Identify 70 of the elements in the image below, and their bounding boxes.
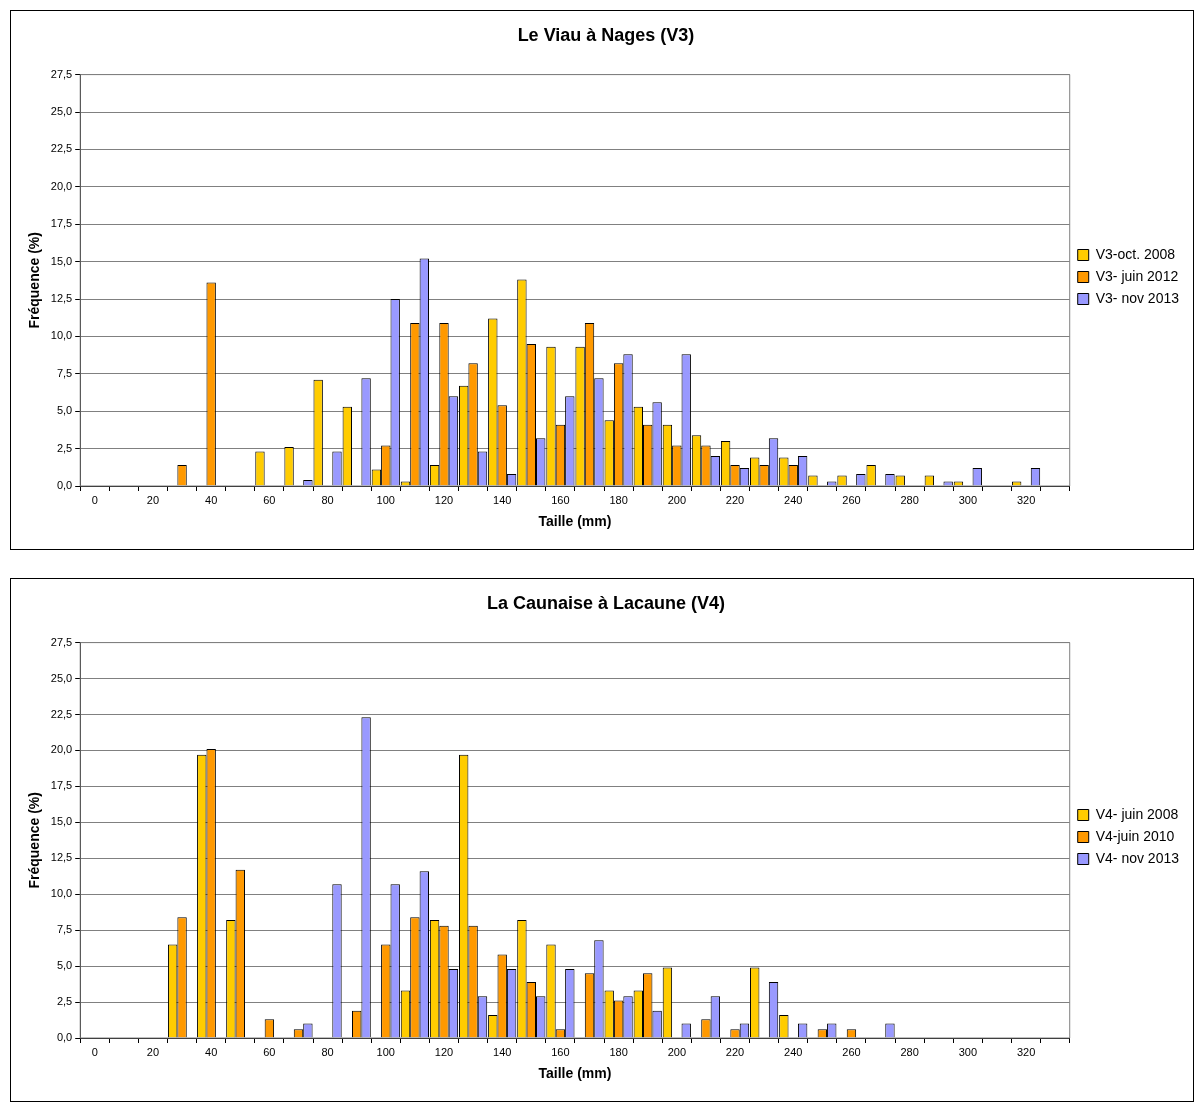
x-tick-label: 240 xyxy=(784,493,803,506)
x-tick-label: 260 xyxy=(842,493,861,506)
y-tick-label: 0,0 xyxy=(56,1031,73,1044)
x-tick-label: 160 xyxy=(551,493,570,506)
y-tick-label: 20,0 xyxy=(50,179,73,192)
x-tick-label: 20 xyxy=(146,1045,160,1058)
legend-label: V3- juin 2012 xyxy=(1095,267,1179,284)
legend-label: V3-oct. 2008 xyxy=(1095,245,1176,262)
y-tick-label: 15,0 xyxy=(50,815,73,828)
x-tick-label: 240 xyxy=(784,1045,803,1058)
x-tick-label: 300 xyxy=(958,493,978,506)
x-tick-label: 0 xyxy=(91,1045,98,1058)
y-tick-label: 5,0 xyxy=(56,959,73,972)
x-tick-label: 80 xyxy=(321,1045,334,1058)
x-tick-label: 180 xyxy=(609,493,628,506)
x-tick-label: 80 xyxy=(321,493,334,506)
y-tick-label: 10,0 xyxy=(50,329,73,342)
x-tick-label: 300 xyxy=(958,1045,978,1058)
chart-title: La Caunaise à Lacaune (V4) xyxy=(486,592,726,613)
legend-label: V4-juin 2010 xyxy=(1095,827,1175,844)
y-tick-label: 10,0 xyxy=(50,887,73,900)
x-tick-label: 320 xyxy=(1016,1045,1036,1058)
y-tick-label: 5,0 xyxy=(56,404,73,417)
x-tick-label: 140 xyxy=(493,1045,512,1058)
y-tick-label: 7,5 xyxy=(56,923,73,936)
x-tick-label: 200 xyxy=(667,493,686,506)
y-tick-label: 12,5 xyxy=(50,851,73,864)
legend-label: V4- juin 2008 xyxy=(1095,805,1179,822)
x-tick-label: 280 xyxy=(900,493,919,506)
chart-title: Le Viau à Nages (V3) xyxy=(517,24,695,45)
x-tick-label: 120 xyxy=(434,1045,454,1058)
legend-label: V4- nov 2013 xyxy=(1095,849,1180,866)
x-tick-label: 220 xyxy=(725,493,745,506)
y-tick-label: 17,5 xyxy=(50,217,73,230)
y-tick-label: 22,5 xyxy=(50,707,73,720)
y-tick-label: 12,5 xyxy=(50,292,73,305)
x-tick-label: 60 xyxy=(263,1045,276,1058)
x-axis-title: Taille (mm) xyxy=(538,1065,612,1082)
x-tick-label: 200 xyxy=(667,1045,686,1058)
y-tick-label: 15,0 xyxy=(50,254,73,267)
y-tick-label: 17,5 xyxy=(50,779,73,792)
x-tick-label: 260 xyxy=(842,1045,861,1058)
x-tick-label: 20 xyxy=(146,493,160,506)
y-tick-label: 25,0 xyxy=(50,105,73,118)
y-axis-title: Fréquence (%) xyxy=(26,232,43,329)
y-tick-label: 20,0 xyxy=(50,743,73,756)
x-tick-label: 60 xyxy=(263,493,276,506)
y-tick-label: 2,5 xyxy=(56,441,73,454)
x-axis-title: Taille (mm) xyxy=(538,513,612,530)
x-tick-label: 100 xyxy=(376,493,395,506)
x-tick-label: 140 xyxy=(493,493,512,506)
x-tick-label: 280 xyxy=(900,1045,919,1058)
y-tick-label: 27,5 xyxy=(50,635,73,648)
x-tick-label: 40 xyxy=(205,493,218,506)
x-tick-label: 180 xyxy=(609,1045,628,1058)
x-tick-label: 100 xyxy=(376,1045,395,1058)
x-tick-label: 40 xyxy=(205,1045,218,1058)
y-tick-label: 27,5 xyxy=(50,67,73,80)
y-tick-label: 22,5 xyxy=(50,142,73,155)
y-tick-label: 7,5 xyxy=(56,366,73,379)
x-tick-label: 160 xyxy=(551,1045,570,1058)
x-tick-label: 220 xyxy=(725,1045,745,1058)
x-tick-label: 120 xyxy=(434,493,454,506)
x-tick-label: 320 xyxy=(1016,493,1036,506)
y-tick-label: 2,5 xyxy=(56,995,73,1008)
legend-label: V3- nov 2013 xyxy=(1095,289,1180,306)
y-tick-label: 0,0 xyxy=(56,479,73,492)
x-tick-label: 0 xyxy=(91,493,98,506)
y-tick-label: 25,0 xyxy=(50,671,73,684)
y-axis-title: Fréquence (%) xyxy=(26,792,43,889)
